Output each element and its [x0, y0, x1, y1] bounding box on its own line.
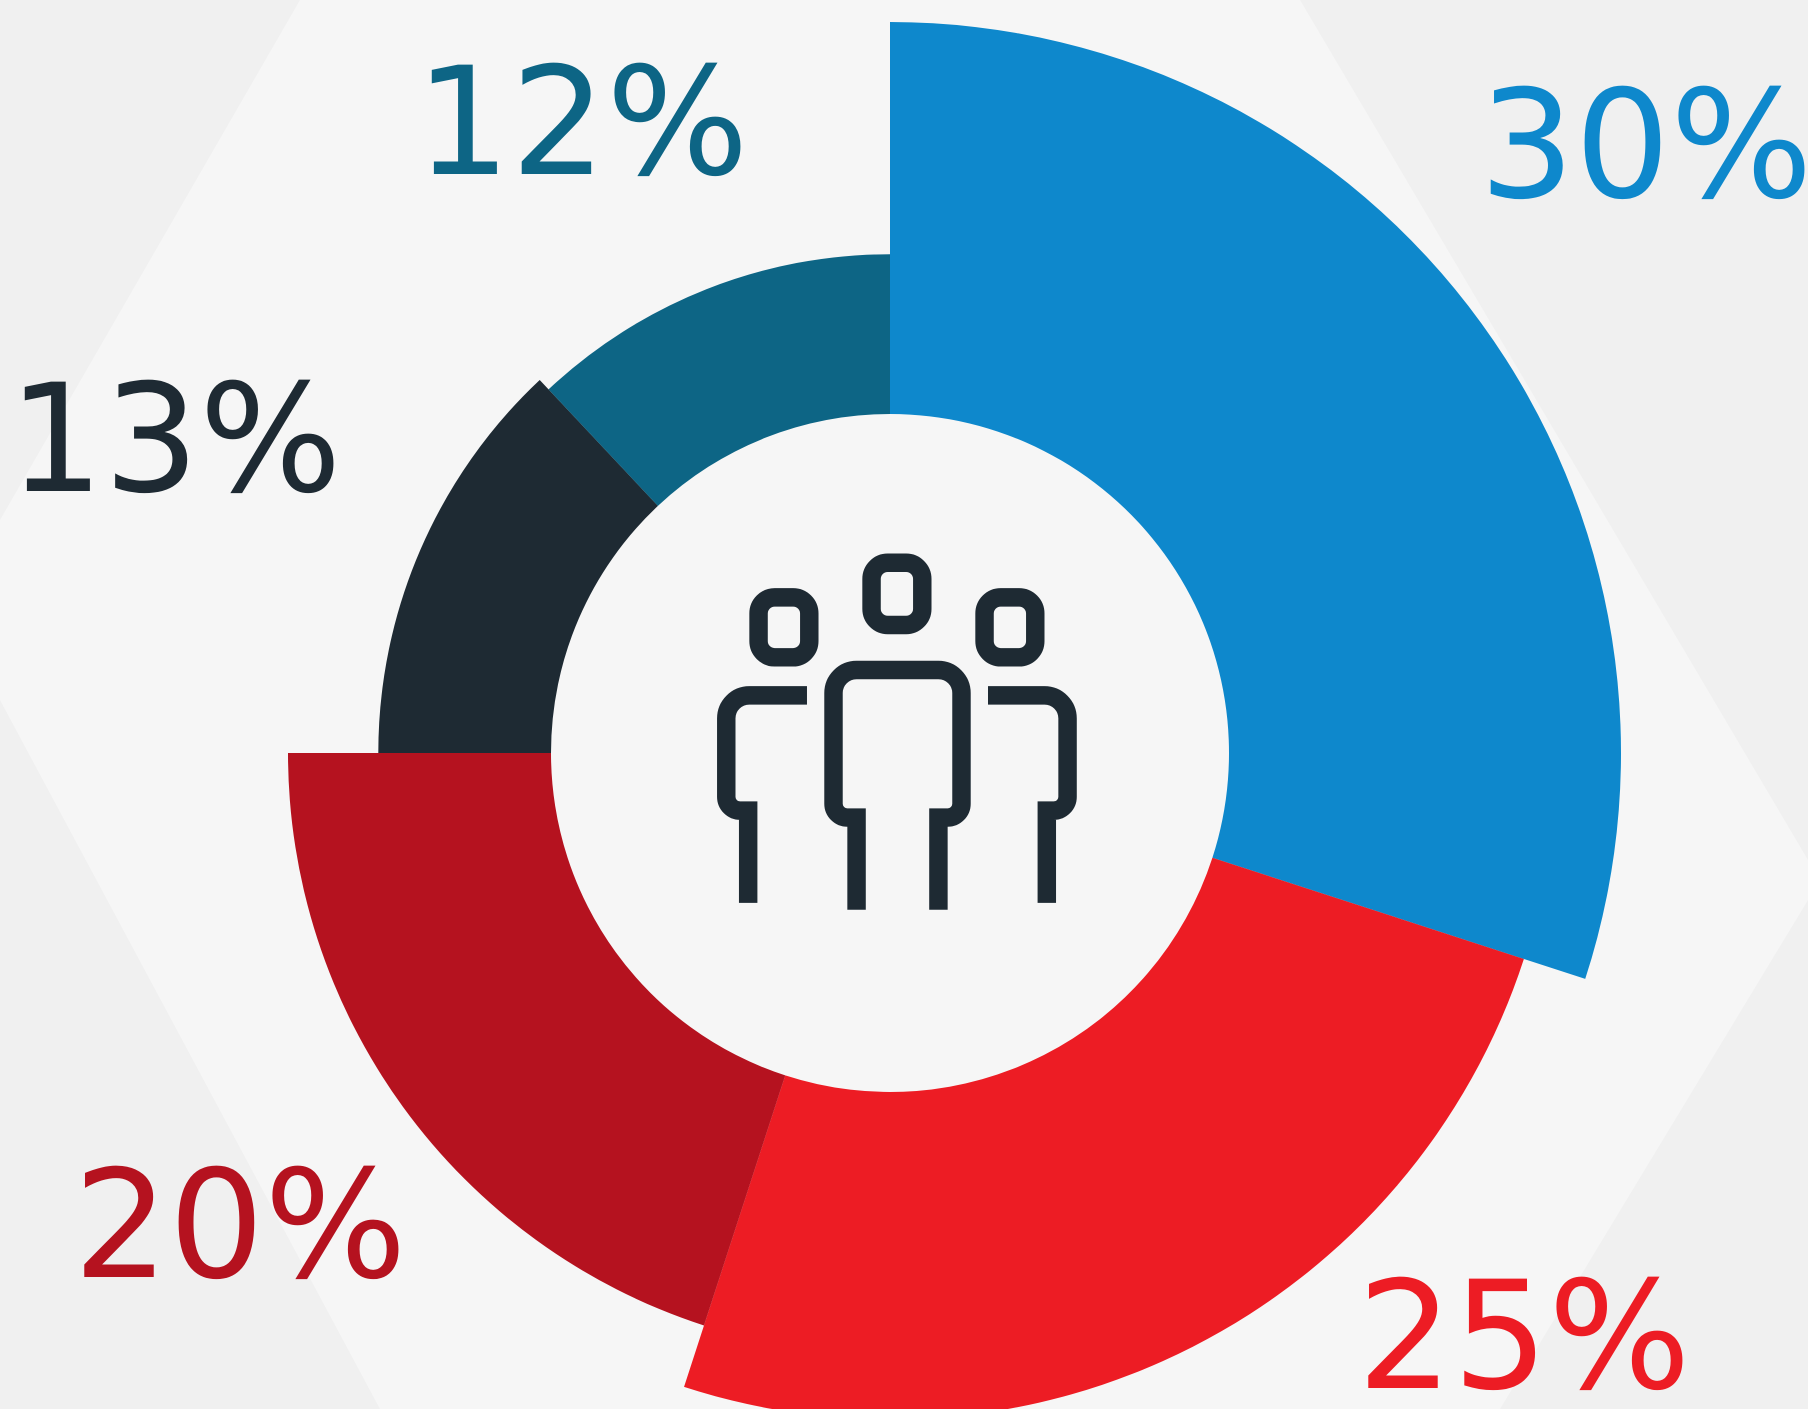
bg-triangle	[0, 700, 380, 1409]
segment	[684, 857, 1524, 1409]
segments	[287, 22, 1621, 1409]
bg-triangle	[1300, 0, 1808, 860]
bg-triangle	[0, 0, 300, 520]
value-label: 12%	[415, 36, 748, 210]
value-label: 25%	[1357, 1250, 1690, 1409]
people-icon	[717, 553, 1077, 910]
value-label: 13%	[8, 353, 341, 527]
segment	[548, 254, 890, 506]
bg-triangle	[1500, 900, 1808, 1409]
value-label: 30%	[1479, 59, 1808, 233]
segment	[378, 379, 658, 753]
icon-head	[862, 553, 932, 635]
segment	[890, 22, 1621, 979]
labels: 30% 25% 20% 13% 12%	[8, 36, 1808, 1409]
segment	[287, 753, 786, 1326]
icon-body	[988, 686, 1077, 903]
icon-head	[975, 588, 1045, 667]
value-label: 20%	[73, 1139, 406, 1313]
icon-body	[717, 686, 807, 903]
icon-body	[824, 660, 971, 910]
icon-head	[749, 588, 819, 667]
